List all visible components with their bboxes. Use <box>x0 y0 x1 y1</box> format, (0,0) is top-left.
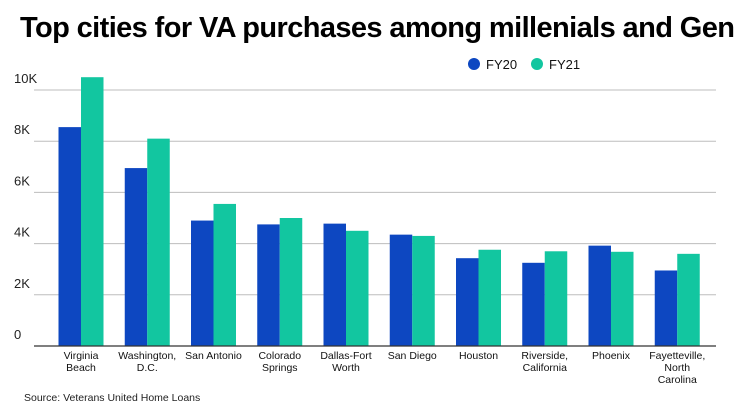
bar-fy21 <box>147 138 170 346</box>
bar-fy20 <box>456 258 479 346</box>
legend: FY20 FY21 <box>468 57 580 72</box>
bar-fy21 <box>478 249 501 346</box>
bar-fy20 <box>323 223 346 346</box>
legend-swatch-fy21 <box>531 58 543 70</box>
x-tick-label: San Antonio <box>185 350 242 362</box>
bar-fy21 <box>611 251 634 346</box>
x-tick-label: Colorado Springs <box>258 350 301 374</box>
bar-fy21 <box>81 77 104 346</box>
bar-fy20 <box>522 262 545 346</box>
x-tick-label: San Diego <box>388 350 437 362</box>
x-tick-label: Dallas-Fort Worth <box>320 350 371 374</box>
source-note: Source: Veterans United Home Loans <box>24 392 201 404</box>
y-tick-labels: 0 2K 4K 6K 8K 10K <box>14 71 37 342</box>
y-tick-label: 4K <box>14 225 30 240</box>
legend-label-fy21: FY21 <box>549 57 580 72</box>
y-tick-label: 10K <box>14 71 37 86</box>
y-tick-label: 2K <box>14 276 30 291</box>
legend-swatch-fy20 <box>468 58 480 70</box>
bar-fy20 <box>588 245 611 346</box>
y-tick-label: 6K <box>14 173 30 188</box>
x-tick-label: Houston <box>459 350 498 362</box>
bar-fy21 <box>213 203 236 346</box>
y-tick-label: 8K <box>14 122 30 137</box>
bar-fy21 <box>677 253 700 346</box>
bar-fy20 <box>58 127 81 347</box>
bar-fy20 <box>124 168 148 346</box>
legend-label-fy20: FY20 <box>486 57 517 72</box>
chart-title: Top cities for VA purchases among millen… <box>20 12 740 44</box>
bar-fy21 <box>412 235 435 346</box>
bar-fy20 <box>389 234 413 346</box>
bar-fy20 <box>257 224 280 346</box>
bar-fy20 <box>654 270 678 346</box>
bar-fy21 <box>346 230 369 346</box>
x-tick-label: Phoenix <box>592 350 631 362</box>
x-tick-label: Washington, D.C. <box>118 350 176 374</box>
bar-fy21 <box>544 251 568 346</box>
bar-fy20 <box>191 220 214 346</box>
x-tick-label: Virginia Beach <box>64 350 99 374</box>
y-tick-label: 0 <box>14 327 21 342</box>
bars <box>58 77 700 347</box>
x-tick-label: Fayetteville, North Carolina <box>649 350 705 386</box>
bar-fy21 <box>279 218 303 346</box>
x-tick-label: Riverside, California <box>521 350 568 374</box>
x-tick-labels: Virginia Beach Washington, D.C. San Antonio C… <box>64 350 706 386</box>
